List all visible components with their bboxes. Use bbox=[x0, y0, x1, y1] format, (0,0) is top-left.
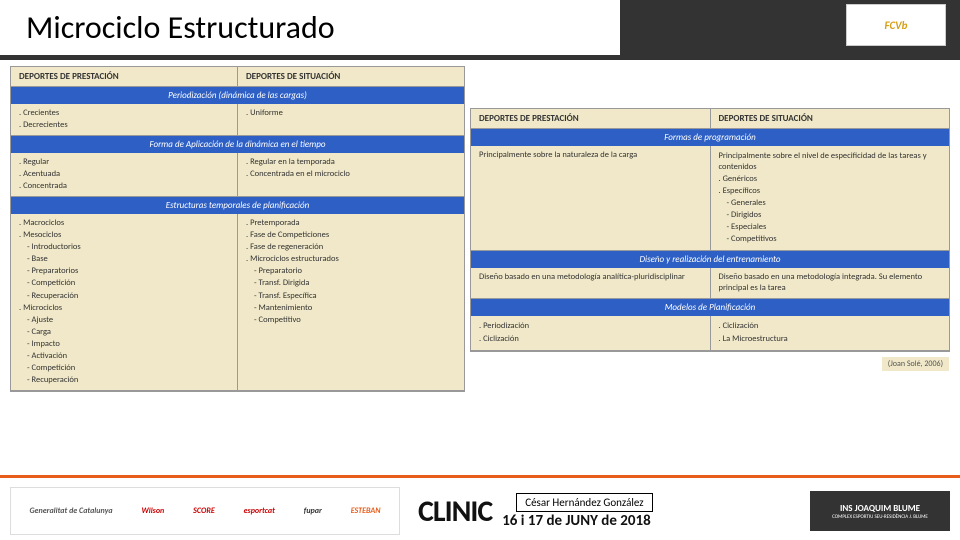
sponsor-1: Generalitat de Catalunya bbox=[29, 506, 112, 516]
lt-r3c2s2: Transf. Dirigida bbox=[246, 278, 456, 289]
lt-r3c1c: . Microciclos bbox=[19, 303, 229, 314]
lt-r3c2a: . Pretemporada bbox=[246, 218, 456, 229]
event-date: 16 i 17 de JUNY de 2018 bbox=[502, 512, 652, 530]
rt-r1c2c: . Específicos bbox=[719, 186, 942, 197]
lt-r1c2a: . Uniforme bbox=[246, 108, 456, 119]
blume-logo: INS JOAQUIM BLUME COMPLEX ESPORTIU SEU-R… bbox=[810, 491, 950, 531]
rt-section-3: Modelos de Planificación bbox=[471, 299, 949, 316]
lt-r3c2s4: Mantenimiento bbox=[246, 303, 456, 314]
lt-row-2: . Regular . Acentuada . Concentrada . Re… bbox=[11, 153, 464, 197]
lt-r3c1: . Macrociclos . Mesociclos Introductorio… bbox=[11, 214, 238, 390]
rt-r3c2a: . Ciclización bbox=[719, 321, 942, 332]
author-name: César Hernández González bbox=[516, 493, 652, 512]
rt-r1c2s3: Especiales bbox=[719, 222, 942, 233]
lt-r3c2s5: Competitivo bbox=[246, 315, 456, 326]
title-container: Microciclo Estructurado bbox=[0, 0, 620, 55]
lt-section-1: Periodización (dinámica de las cargas) bbox=[11, 87, 464, 104]
lt-r3c1m6: Recuperación bbox=[19, 375, 229, 386]
rt-r2c2: Diseño basado en una metodología integra… bbox=[711, 268, 950, 298]
lt-r3c2d: . Microciclos estructurados bbox=[246, 254, 456, 265]
rt-r3c1: . Periodización . Ciclización bbox=[471, 316, 711, 349]
citation: (Joan Solé, 2006) bbox=[882, 357, 949, 371]
right-table: DEPORTES DE PRESTACIÓN DEPORTES DE SITUA… bbox=[470, 108, 950, 352]
lt-r2c2: . Regular en la temporada . Concentrada … bbox=[238, 153, 464, 196]
lt-r2c1: . Regular . Acentuada . Concentrada bbox=[11, 153, 238, 196]
rt-r3c1b: . Ciclización bbox=[479, 334, 702, 345]
rt-section-2: Diseño y realización del entrenamiento bbox=[471, 251, 949, 268]
lt-r2c2b: . Concentrada en el microciclo bbox=[246, 169, 456, 180]
blume-subtitle: COMPLEX ESPORTIU SEU-RESIDÈNCIA J. BLUME bbox=[832, 514, 928, 520]
rt-row-3: . Periodización . Ciclización . Ciclizac… bbox=[471, 316, 949, 350]
lt-row-1: . Crecientes . Decrecientes . Uniforme bbox=[11, 104, 464, 136]
content-area: DEPORTES DE PRESTACIÓN DEPORTES DE SITUA… bbox=[10, 66, 950, 466]
lt-r1c1: . Crecientes . Decrecientes bbox=[11, 104, 238, 135]
lt-r1c2: . Uniforme bbox=[238, 104, 464, 135]
clinic-logo: CLINIC bbox=[418, 493, 492, 530]
lt-r3c1s2: Base bbox=[19, 254, 229, 265]
rt-r3c2b: . La Microestructura bbox=[719, 334, 942, 345]
lt-r3c1m2: Carga bbox=[19, 327, 229, 338]
lt-r3c2b: . Fase de Competiciones bbox=[246, 230, 456, 241]
lt-r3c1m5: Competición bbox=[19, 363, 229, 374]
lt-r3c2c: . Fase de regeneración bbox=[246, 242, 456, 253]
footer-divider bbox=[0, 475, 960, 478]
lt-h1: DEPORTES DE PRESTACIÓN bbox=[11, 67, 238, 86]
lt-section-3: Estructuras temporales de planificación bbox=[11, 197, 464, 214]
lt-r3c1m1: Ajuste bbox=[19, 315, 229, 326]
lt-r1c1a: . Crecientes bbox=[19, 108, 229, 119]
lt-r2c1c: . Concentrada bbox=[19, 181, 229, 192]
rt-section-1: Formas de programación bbox=[471, 129, 949, 146]
rt-r1c2a: Principalmente sobre el nivel de especif… bbox=[719, 151, 942, 173]
blume-title: INS JOAQUIM BLUME bbox=[840, 503, 920, 514]
lt-r3c2s3: Transf. Específica bbox=[246, 291, 456, 302]
lt-r3c2s1: Preparatorio bbox=[246, 266, 456, 277]
lt-r3c2: . Pretemporada . Fase de Competiciones .… bbox=[238, 214, 464, 390]
lt-r3c1s3: Preparatorios bbox=[19, 266, 229, 277]
lt-r2c1a: . Regular bbox=[19, 157, 229, 168]
sponsor-3: Wilson bbox=[141, 506, 164, 516]
rt-r3c1a: . Periodización bbox=[479, 321, 702, 332]
rt-row-1: Principalmente sobre la naturaleza de la… bbox=[471, 146, 949, 251]
sponsor-2: esportcat bbox=[244, 506, 275, 516]
lt-r3c1s1: Introductorios bbox=[19, 242, 229, 253]
fcvb-logo: FCVb bbox=[846, 4, 946, 46]
lt-r1c1b: . Decrecientes bbox=[19, 120, 229, 131]
sponsor-4: SCORE bbox=[193, 506, 215, 516]
rt-r1c2s4: Competitivos bbox=[719, 234, 942, 245]
left-table-header: DEPORTES DE PRESTACIÓN DEPORTES DE SITUA… bbox=[11, 67, 464, 87]
sponsor-box: Generalitat de Catalunya Wilson SCORE es… bbox=[10, 487, 400, 535]
lt-r2c1b: . Acentuada bbox=[19, 169, 229, 180]
lt-r3c1m3: Impacto bbox=[19, 339, 229, 350]
rt-r3c2: . Ciclización . La Microestructura bbox=[711, 316, 950, 349]
lt-r3c1b: . Mesociclos bbox=[19, 230, 229, 241]
lt-r3c1m4: Activación bbox=[19, 351, 229, 362]
rt-r1c1: Principalmente sobre la naturaleza de la… bbox=[471, 146, 711, 250]
sponsor-5: fupar bbox=[304, 506, 322, 516]
rt-r1c2b: . Genéricos bbox=[719, 174, 942, 185]
rt-row-2: Diseño basado en una metodología analíti… bbox=[471, 268, 949, 299]
lt-r2c2a: . Regular en la temporada bbox=[246, 157, 456, 168]
date-author-wrap: César Hernández González 16 i 17 de JUNY… bbox=[504, 493, 652, 530]
lt-h2: DEPORTES DE SITUACIÓN bbox=[238, 67, 464, 86]
rt-r1c2: Principalmente sobre el nivel de especif… bbox=[711, 146, 950, 250]
lt-r3c1a: . Macrociclos bbox=[19, 218, 229, 229]
right-table-header: DEPORTES DE PRESTACIÓN DEPORTES DE SITUA… bbox=[471, 109, 949, 129]
rt-h2: DEPORTES DE SITUACIÓN bbox=[711, 109, 950, 128]
lt-r3c1s4: Competición bbox=[19, 278, 229, 289]
lt-row-3: . Macrociclos . Mesociclos Introductorio… bbox=[11, 214, 464, 391]
rt-r2c1: Diseño basado en una metodología analíti… bbox=[471, 268, 711, 298]
footer: Generalitat de Catalunya Wilson SCORE es… bbox=[0, 482, 960, 540]
left-table: DEPORTES DE PRESTACIÓN DEPORTES DE SITUA… bbox=[10, 66, 465, 392]
rt-r1c2s2: Dirigidos bbox=[719, 210, 942, 221]
rt-r1c2s1: Generales bbox=[719, 198, 942, 209]
lt-section-2: Forma de Aplicación de la dinámica en el… bbox=[11, 136, 464, 153]
slide-title: Microciclo Estructurado bbox=[26, 8, 335, 47]
rt-h1: DEPORTES DE PRESTACIÓN bbox=[471, 109, 711, 128]
title-bar: Microciclo Estructurado FCVb bbox=[0, 0, 960, 60]
lt-r3c1s5: Recuperación bbox=[19, 291, 229, 302]
sponsor-6: ESTEBAN bbox=[351, 506, 381, 516]
